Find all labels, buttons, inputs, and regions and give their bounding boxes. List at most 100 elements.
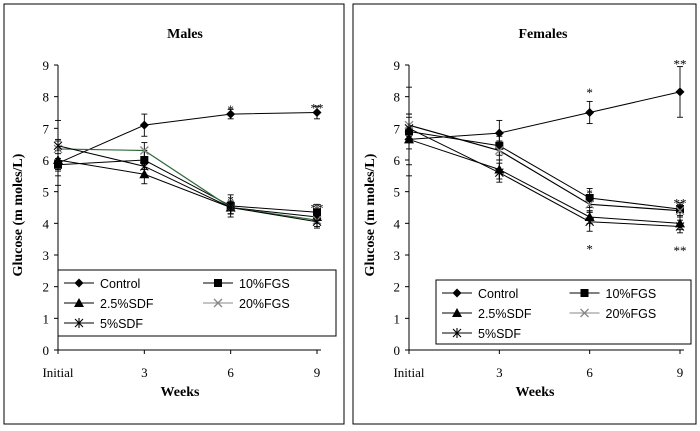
x-tick-label: Initial	[42, 365, 73, 380]
y-tick-label: 9	[394, 58, 401, 73]
series-line	[408, 124, 681, 212]
legend-label: 2.5%SDF	[100, 297, 154, 311]
y-tick-label: 1	[394, 311, 401, 326]
significance-mark: *	[586, 242, 593, 257]
data-point	[226, 202, 236, 213]
data-point	[312, 216, 322, 227]
y-tick-label: 0	[394, 343, 401, 358]
series-line	[408, 131, 681, 210]
y-tick-label: 1	[43, 311, 50, 326]
legend-item: 5%SDF	[64, 317, 143, 331]
series-line	[408, 91, 681, 140]
legend-marker	[452, 328, 462, 338]
series-line	[57, 148, 318, 221]
y-tick-label: 2	[43, 280, 50, 295]
panel-frame	[352, 3, 697, 425]
significance-mark: *	[586, 85, 593, 100]
legend-marker	[214, 279, 222, 287]
legend-marker	[74, 298, 84, 307]
data-point	[675, 87, 685, 97]
legend-item: 20%FGS	[203, 297, 290, 311]
significance-mark: **	[674, 243, 687, 258]
legend-marker	[74, 278, 84, 288]
data-point	[404, 123, 414, 134]
y-tick-label: 8	[394, 90, 401, 105]
legend-item: 20%FGS	[569, 307, 657, 321]
data-point	[585, 216, 595, 227]
y-axis-label: Glucose (m moles/L)	[11, 153, 26, 276]
series-line	[57, 112, 318, 164]
y-tick-label: 9	[43, 58, 50, 73]
series-control	[404, 66, 685, 166]
significance-mark: **	[674, 56, 687, 71]
legend-label: 10%FGS	[606, 287, 657, 301]
chart-title: Females	[519, 27, 569, 42]
data-point	[675, 221, 685, 232]
y-tick-label: 7	[394, 121, 401, 136]
x-tick-label: 6	[227, 365, 234, 380]
legend-marker	[452, 308, 462, 317]
series-line	[408, 138, 681, 224]
legend-item: 10%FGS	[203, 277, 290, 291]
x-tick-label: 6	[586, 365, 593, 380]
significance-mark: **	[311, 200, 324, 215]
x-tick-label: 9	[314, 365, 321, 380]
legend-label: 10%FGS	[239, 277, 290, 291]
legend-marker	[213, 298, 223, 308]
legend-label: 20%FGS	[239, 297, 290, 311]
y-tick-label: 3	[43, 248, 50, 263]
legend-marker	[452, 288, 462, 298]
legend-item: Control	[64, 277, 140, 291]
legend-marker	[580, 289, 589, 297]
data-point	[494, 146, 504, 155]
x-tick-label: 9	[677, 365, 684, 380]
legend-label: 5%SDF	[478, 327, 521, 341]
data-point	[585, 108, 595, 117]
y-tick-label: 3	[394, 248, 401, 263]
x-tick-label: Initial	[393, 365, 424, 380]
legend: Control 10%FGS 2.5%SDF 20%FGS 5%SDF	[57, 269, 337, 337]
legend-label: 20%FGS	[606, 307, 657, 321]
significance-mark: *	[227, 102, 234, 117]
x-tick-label: 3	[141, 365, 148, 380]
series-line	[57, 145, 318, 223]
data-point	[675, 206, 685, 216]
y-tick-label: 5	[43, 185, 50, 200]
legend-item: 2.5%SDF	[442, 307, 532, 321]
data-point	[139, 146, 149, 155]
y-tick-label: 2	[394, 280, 401, 295]
x-axis-label: Weeks	[161, 385, 200, 400]
significance-mark: **	[311, 101, 324, 116]
y-tick-label: 6	[43, 153, 50, 168]
legend-label: 5%SDF	[100, 317, 143, 331]
y-tick-label: 4	[394, 216, 401, 231]
legend-item: 10%FGS	[569, 287, 657, 301]
legend-label: Control	[100, 277, 140, 291]
legend: Control 10%FGS 2.5%SDF 20%FGS 5%SDF	[435, 279, 692, 345]
y-tick-label: 7	[43, 121, 50, 136]
series-line	[408, 127, 681, 227]
data-point	[53, 140, 63, 151]
x-tick-label: 3	[496, 365, 503, 380]
y-axis-label: Glucose (m moles/L)	[363, 153, 378, 276]
legend-item: 2.5%SDF	[64, 297, 154, 311]
legend-label: Control	[478, 287, 518, 301]
significance-mark: **	[674, 196, 687, 211]
y-tick-label: 8	[43, 90, 50, 105]
chart-panel-females: Females 0 1 2 3 4 5 6 7 8 9 Initial 3 6 9 Weeks Glucose …	[352, 3, 697, 425]
legend-item: 5%SDF	[442, 327, 521, 341]
legend-marker	[74, 318, 84, 328]
y-tick-label: 4	[43, 216, 50, 231]
series-5sdf	[53, 119, 322, 229]
data-point	[585, 199, 595, 209]
x-axis-label: Weeks	[516, 385, 555, 400]
y-tick-label: 5	[394, 185, 401, 200]
series-line	[57, 159, 318, 213]
y-tick-label: 0	[43, 343, 50, 358]
data-point	[494, 128, 504, 138]
data-point	[139, 161, 149, 172]
legend-label: 2.5%SDF	[478, 307, 532, 321]
chart-title: Males	[167, 27, 203, 42]
significance-mark: *	[586, 186, 593, 201]
